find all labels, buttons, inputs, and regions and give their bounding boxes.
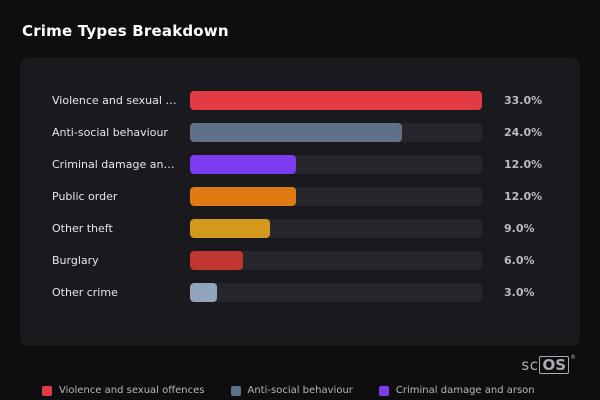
bar-track [190,186,482,206]
bar-label: Anti-social behaviour [52,125,168,139]
bar-value: 24.0% [504,125,543,139]
bar-row: Other crime 3.0% [52,282,556,302]
bar-fill[interactable] [190,154,297,174]
bar-value: 33.0% [504,93,543,107]
legend-swatch-icon [378,385,389,396]
legend-label: Anti-social behaviour [247,385,353,396]
bar-fill[interactable] [190,250,244,270]
bar-track [190,90,482,110]
bar-fill[interactable] [190,218,270,238]
bar-row: Public order 12.0% [52,186,556,206]
chart-legend: Violence and sexual offences Anti-social … [42,385,535,396]
bar-label: Violence and sexual offences [52,93,190,107]
bar-value: 3.0% [504,285,535,299]
bar-track [190,122,482,142]
bar-fill[interactable] [190,186,297,206]
bar-label: Other crime [52,285,118,299]
legend-item[interactable]: Violence and sexual offences [42,385,205,396]
bar-label: Other theft [52,221,113,235]
registered-trademark-icon: ® [570,353,576,361]
legend-item[interactable]: Anti-social behaviour [230,385,353,396]
bar-track [190,218,482,238]
legend-label: Violence and sexual offences [59,385,205,396]
crime-types-chart-card: Violence and sexual offences 33.0% Anti-so… [20,58,580,346]
bar-row: Violence and sexual offences 33.0% [52,90,556,110]
bar-track [190,250,482,270]
legend-label: Criminal damage and arson [395,385,535,396]
bar-label: Burglary [52,253,99,267]
logo-text-os: OS [539,355,569,374]
bar-row: Burglary 6.0% [52,250,556,270]
bar-label: Public order [52,189,118,203]
logo-text-sc: sc [521,355,539,374]
bar-fill[interactable] [190,282,217,302]
bar-value: 12.0% [504,157,543,171]
bar-value: 9.0% [504,221,535,235]
bar-fill[interactable] [190,122,403,142]
bar-track [190,154,482,174]
bar-track [190,282,482,302]
bar-row: Criminal damage and arson 12.0% [52,154,556,174]
scos-logo: sc OS ® [521,353,576,374]
legend-swatch-icon [42,385,52,396]
bar-value: 12.0% [504,189,543,203]
bar-row: Anti-social behaviour 24.0% [52,122,556,142]
bar-chart-rows: Violence and sexual offences 33.0% Anti-so… [52,90,556,302]
bar-row: Other theft 9.0% [52,218,556,238]
legend-item[interactable]: Criminal damage and arson [378,385,535,396]
page-title: Crime Types Breakdown [22,22,229,40]
bar-fill[interactable] [190,90,482,110]
bar-label: Criminal damage and arson [52,157,190,171]
legend-swatch-icon [230,385,241,396]
bar-value: 6.0% [504,253,535,267]
